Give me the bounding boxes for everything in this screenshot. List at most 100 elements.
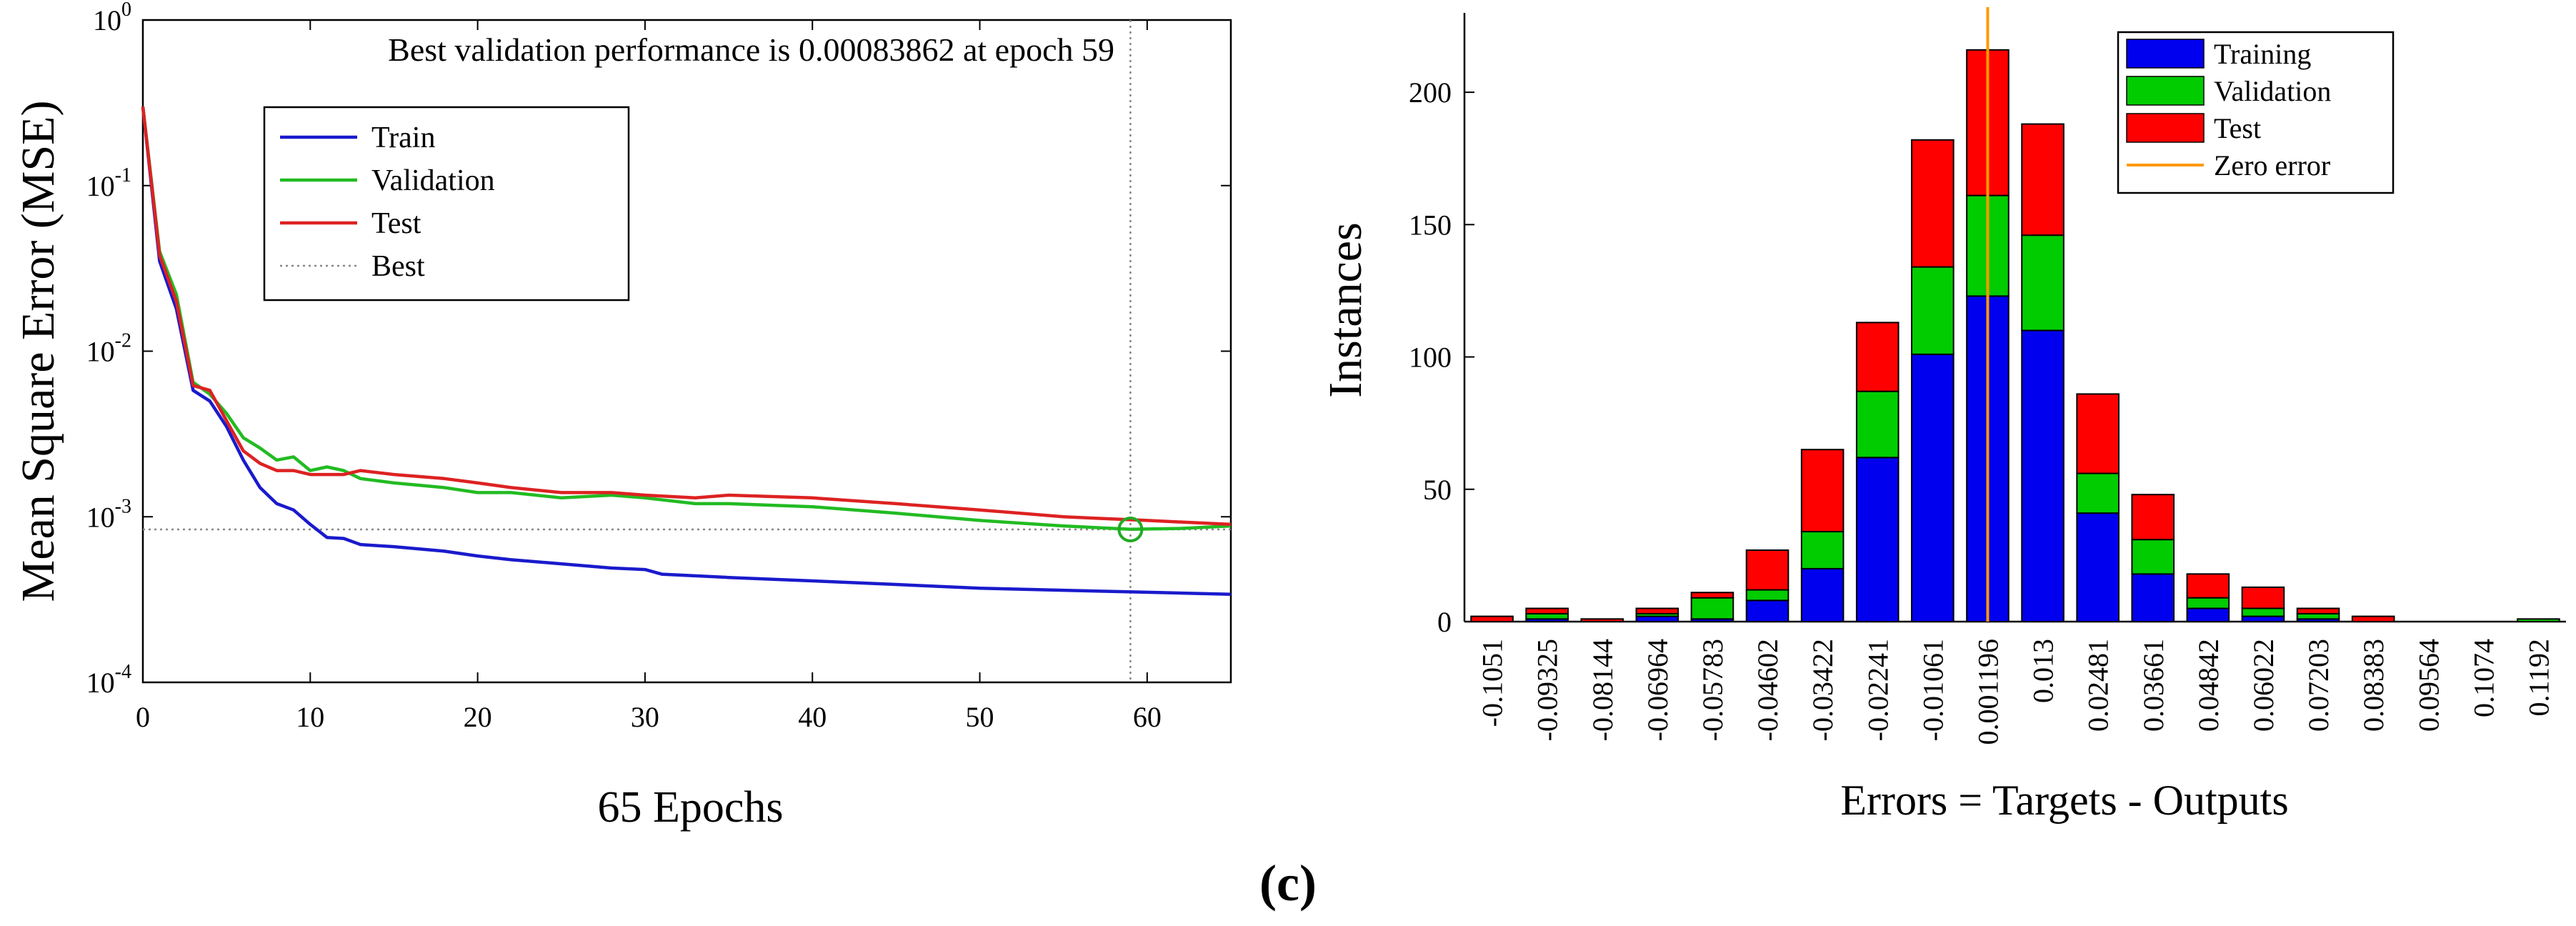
x-tick-label: 0 (136, 701, 150, 733)
bar-test (2351, 615, 2395, 623)
bar-validation (2131, 539, 2175, 575)
bar-validation (2517, 618, 2560, 623)
y-tick-label: 10-1 (86, 164, 131, 202)
x-tick-label: 30 (631, 701, 659, 733)
bar-test (1800, 449, 1844, 533)
x-tick-label: -0.02241 (1862, 639, 1894, 741)
bar-validation (2021, 234, 2065, 332)
bar-validation (1690, 597, 1734, 620)
legend-swatch-validation (2126, 76, 2205, 106)
bar-test (1635, 607, 1679, 614)
x-tick-label: 50 (966, 701, 994, 733)
bar-test (1690, 592, 1734, 599)
y-tick-label: 150 (1409, 209, 1452, 241)
y-tick-label: 0 (1437, 606, 1452, 638)
bar-test (1911, 139, 1955, 268)
x-tick-label: 0.1074 (2467, 639, 2500, 717)
bar-training (2186, 607, 2230, 623)
error-histogram-chart: 0 50 100 150 200 -0.1051 -0.09325 -0.08144 -0.06… (1319, 7, 2566, 824)
y-tick-label: 100 (1409, 342, 1452, 374)
bar-validation (2076, 472, 2120, 514)
bar-training (1800, 567, 1844, 622)
x-tick-label: -0.09325 (1532, 639, 1564, 741)
bar-test (1855, 322, 1899, 392)
legend-label-train: Train (371, 121, 435, 154)
bar-test (1745, 549, 1789, 591)
legend-label-best: Best (371, 250, 425, 283)
x-tick-label: 0.001196 (1972, 639, 2004, 745)
best-marker (1117, 516, 1144, 542)
x-axis-label: 65 Epochs (597, 783, 783, 832)
x-tick-label: 20 (464, 701, 492, 733)
bar-validation (1525, 612, 1569, 620)
legend-label-validation: Validation (2214, 75, 2331, 107)
x-tick-label: 0.013 (2027, 639, 2060, 703)
bar-training (2076, 512, 2120, 623)
bar-test (2186, 573, 2230, 599)
legend-label-training: Training (2214, 38, 2311, 70)
bar-test (1580, 618, 1624, 623)
y-axis-label: Mean Square Error (MSE) (12, 101, 64, 602)
bar-test (1470, 615, 1514, 623)
legend-swatch-training (2126, 39, 2205, 69)
x-tick-label: 40 (798, 701, 827, 733)
x-tick-label: 0.06022 (2247, 639, 2280, 732)
y-tick-label: 10-2 (86, 330, 131, 368)
legend-label-test: Test (371, 207, 421, 240)
bar-training (2131, 573, 2175, 622)
bar-validation (2296, 612, 2340, 620)
y-tick-label: 200 (1409, 76, 1452, 109)
bar-training (1745, 599, 1789, 623)
bar-validation (2186, 597, 2230, 609)
bar-validation (2241, 607, 2285, 617)
figure-caption: (c) (1259, 855, 1317, 912)
bar-validation (1855, 390, 1899, 459)
y-tick-label: 100 (93, 0, 131, 36)
bar-test (2076, 393, 2120, 474)
legend-box (263, 106, 630, 302)
legend-label-zero-error: Zero error (2214, 149, 2330, 181)
bar-test (2241, 586, 2285, 609)
x-tick-label: 0.09564 (2412, 639, 2445, 732)
legend-label-validation: Validation (371, 164, 495, 197)
x-tick-label: 0.04842 (2192, 639, 2225, 732)
y-axis-label: Instances (1319, 222, 1372, 398)
bar-test (2131, 494, 2175, 541)
bar-training (1635, 615, 1679, 623)
y-tick-label: 10-3 (86, 495, 131, 533)
x-tick-label: -0.05783 (1697, 639, 1729, 741)
x-tick-label: 0.1192 (2522, 639, 2555, 717)
chart-title: Best validation performance is 0.0008386… (388, 31, 1114, 68)
x-tick-label: 0.07203 (2302, 639, 2335, 732)
bar-validation (1800, 531, 1844, 569)
x-tick-label: -0.06964 (1642, 639, 1674, 741)
x-tick-label: 0.03661 (2137, 639, 2170, 732)
x-tick-label: -0.04602 (1752, 639, 1784, 741)
y-tick-label: 10-4 (86, 661, 131, 699)
bar-training (2241, 615, 2285, 623)
x-tick-label: 10 (296, 701, 324, 733)
legend-swatch-test (2126, 113, 2205, 143)
bar-validation (1911, 266, 1955, 355)
bar-training (1911, 353, 1955, 622)
x-tick-label: -0.1051 (1477, 639, 1509, 727)
x-tick-label: -0.01061 (1917, 639, 1949, 741)
legend-label-test: Test (2214, 112, 2261, 144)
bar-validation (1745, 589, 1789, 602)
series-line-validation (141, 106, 1232, 532)
bar-training (2021, 329, 2065, 622)
bar-test (1525, 607, 1569, 614)
bar-training (1855, 457, 1899, 623)
series-line-test (141, 106, 1232, 527)
x-tick-label: 0.02481 (2082, 639, 2115, 732)
series-line-train (141, 106, 1232, 597)
x-tick-label: 60 (1133, 701, 1162, 733)
x-tick-label: -0.03422 (1807, 639, 1839, 741)
performance-chart: 0 10 20 30 40 50 60 100 10-1 10-2 10-3 10-4 Best val… (12, 0, 1232, 832)
bar-test (2021, 123, 2065, 237)
x-tick-label: 0.08383 (2357, 639, 2390, 732)
x-axis-label: Errors = Targets - Outputs (1840, 777, 2288, 824)
bar-test (2296, 607, 2340, 614)
y-tick-label: 50 (1423, 474, 1452, 506)
